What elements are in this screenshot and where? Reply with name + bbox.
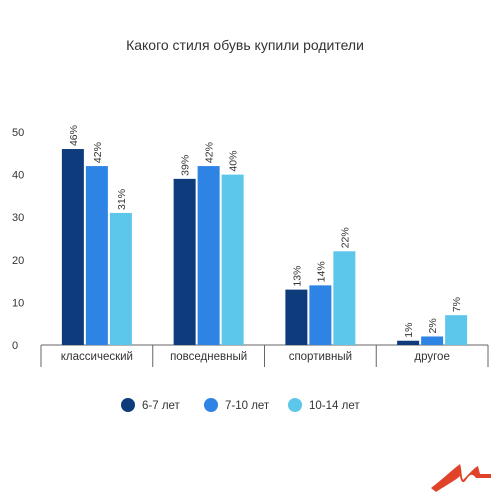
bar: [61, 149, 84, 345]
bar: [421, 336, 444, 345]
bar: [397, 340, 420, 345]
legend-item: 6-7 лет: [121, 398, 181, 412]
bar: [285, 289, 308, 345]
data-label: 14%: [315, 261, 327, 282]
x-tick-label: другое: [414, 351, 449, 363]
bar: [445, 315, 468, 345]
axis-layer: 0 10 20 30 40 50 классический повседневный спорт…: [12, 127, 489, 367]
bar: [333, 251, 356, 345]
data-label: 40%: [228, 151, 240, 172]
y-tick-label: 0: [12, 340, 18, 352]
data-label: 22%: [339, 227, 351, 248]
y-tick-label: 30: [12, 212, 24, 224]
bar: [173, 178, 196, 345]
data-label: 31%: [116, 189, 128, 210]
y-tick-label: 10: [12, 297, 24, 309]
legend-label: 6-7 лет: [142, 400, 181, 412]
y-tick-label: 40: [12, 170, 24, 182]
bars-layer: 46% 42% 31% 39% 42% 40% 13% 14% 22% 1% 2% 7%: [61, 125, 468, 345]
data-label: 13%: [291, 266, 303, 287]
legend: 6-7 лет 7-10 лет 10-14 лет: [121, 398, 360, 412]
legend-marker: [288, 398, 302, 412]
legend-label: 7-10 лет: [225, 400, 270, 412]
legend-item: 10-14 лет: [288, 398, 360, 412]
legend-marker: [204, 398, 218, 412]
bar: [109, 212, 132, 345]
data-label: 46%: [68, 125, 80, 146]
chart-title: Какого стиля обувь купили родители: [126, 37, 364, 53]
legend-label: 10-14 лет: [309, 400, 360, 412]
data-label: 42%: [92, 142, 104, 163]
bar: [309, 285, 332, 345]
data-label: 39%: [180, 155, 192, 176]
data-label: 2%: [427, 318, 439, 333]
brand-logo-icon: [431, 464, 491, 492]
bar: [221, 174, 244, 345]
bar: [85, 166, 108, 345]
legend-item: 7-10 лет: [204, 398, 270, 412]
data-label: 7%: [451, 297, 463, 312]
x-tick-label: классический: [61, 351, 133, 363]
bar: [197, 166, 220, 345]
y-tick-label: 50: [12, 127, 24, 139]
y-tick-label: 20: [12, 255, 24, 267]
legend-marker: [121, 398, 135, 412]
data-label: 42%: [204, 142, 216, 163]
data-label: 1%: [403, 323, 415, 338]
x-tick-label: повседневный: [170, 351, 247, 363]
x-tick-label: спортивный: [289, 351, 352, 363]
